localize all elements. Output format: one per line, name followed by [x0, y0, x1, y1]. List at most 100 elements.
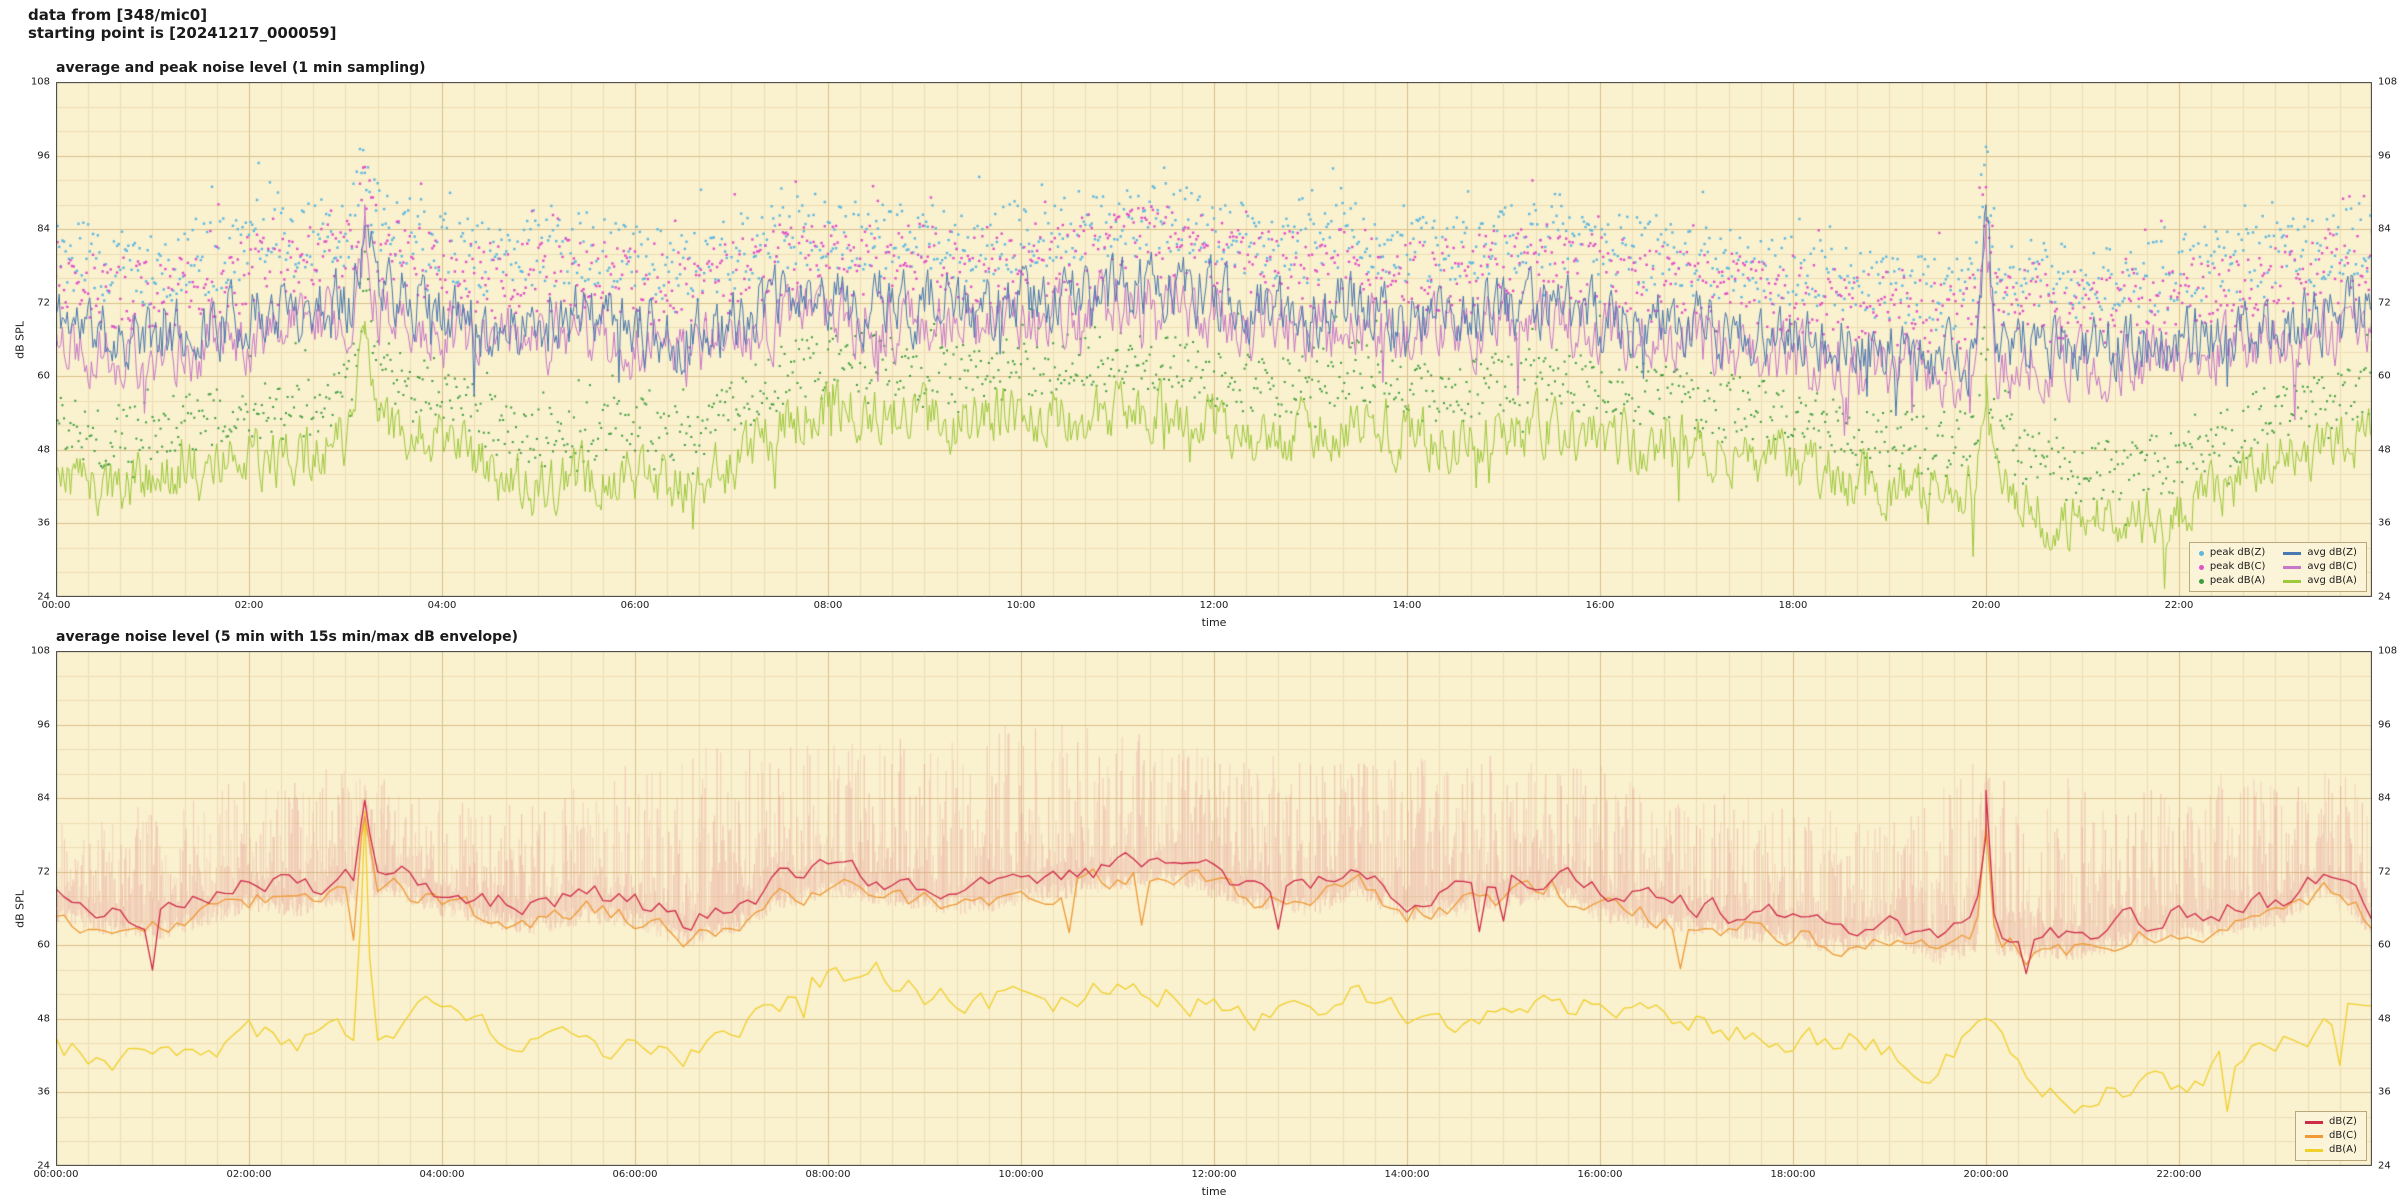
x-tick-label: 22:00: [2164, 600, 2194, 611]
legend-dot-swatch-icon: [2198, 578, 2204, 584]
legend-label: avg dB(A): [2307, 575, 2357, 586]
chart-top-title: average and peak noise level (1 min samp…: [56, 60, 426, 76]
y-tick-label-left: 108: [30, 645, 50, 657]
y-tick-label-left: 72: [37, 866, 50, 878]
legend-item: peak dB(Z): [2198, 547, 2266, 559]
x-tick-label: 14:00:00: [1384, 1169, 1430, 1180]
y-tick-label-left: 72: [37, 297, 50, 309]
chart-bottom-plot-area: dB SPL dB SPL 00:00:0002:00:0004:00:0006…: [14, 646, 2398, 1181]
y-tick-label-right: 60: [2378, 370, 2391, 382]
y-tick-label-left: 84: [37, 792, 50, 804]
chart-bottom-title: average noise level (5 min with 15s min/…: [56, 629, 519, 645]
legend-item: avg dB(Z): [2283, 547, 2357, 559]
legend-item: dB(Z): [2305, 1116, 2357, 1128]
legend-item: avg dB(C): [2283, 561, 2357, 573]
chart-bottom: average noise level (5 min with 15s min/…: [14, 629, 2398, 1200]
legend-line-swatch-icon: [2305, 1148, 2323, 1152]
y-tick-label-right: 72: [2378, 866, 2391, 878]
legend-label: dB(Z): [2329, 1116, 2357, 1127]
y-tick-label-right: 108: [2378, 76, 2398, 88]
y-tick-label-left: 48: [37, 444, 50, 456]
x-tick-label: 02:00: [234, 600, 264, 611]
x-tick-label: 16:00: [1585, 600, 1615, 611]
x-tick-label: 20:00:00: [1963, 1169, 2009, 1180]
x-tick-label: 08:00:00: [805, 1169, 851, 1180]
x-tick-label: 04:00: [427, 600, 457, 611]
legend: peak dB(Z) peak dB(C) peak dB(A) avg dB(Z) a…: [2188, 542, 2367, 592]
legend-line-swatch-icon: [2283, 551, 2302, 555]
y-tick-label-right: 48: [2378, 1013, 2391, 1025]
legend-item: dB(A): [2305, 1144, 2357, 1156]
legend-label: peak dB(C): [2209, 561, 2266, 572]
x-tick-label: 12:00: [1199, 600, 1229, 611]
legend-item: peak dB(C): [2198, 561, 2266, 573]
legend-line-swatch-icon: [2283, 579, 2302, 583]
x-tick-label: 06:00:00: [612, 1169, 658, 1180]
x-tick-label: 02:00:00: [226, 1169, 272, 1180]
y-tick-label-left: 24: [37, 1160, 50, 1172]
chart-top-x-axis-label: time: [1201, 616, 1227, 629]
legend-item: dB(C): [2305, 1130, 2357, 1142]
legend-dot-swatch-icon: [2198, 550, 2204, 556]
legend-label: peak dB(Z): [2209, 547, 2266, 558]
chart-top: average and peak noise level (1 min samp…: [14, 60, 2398, 640]
x-tick-label: 12:00:00: [1191, 1169, 1237, 1180]
legend-label: dB(C): [2329, 1130, 2357, 1141]
y-tick-label-left: 48: [37, 1013, 50, 1025]
x-tick-label: 04:00:00: [419, 1169, 465, 1180]
y-tick-label-right: 84: [2378, 223, 2391, 235]
y-tick-label-left: 108: [30, 76, 50, 88]
y-tick-label-right: 84: [2378, 792, 2391, 804]
y-tick-label-right: 24: [2378, 591, 2391, 603]
chart-bottom-x-axis-label: time: [1201, 1185, 1227, 1198]
y-tick-label-left: 60: [37, 370, 50, 382]
header-line-1: data from [348/mic0]: [28, 6, 208, 24]
y-tick-label-left: 60: [37, 939, 50, 951]
y-tick-label-left: 24: [37, 591, 50, 603]
chart-top-y-axis-label-left: dB SPL: [13, 320, 27, 359]
x-tick-label: 20:00: [1971, 600, 2001, 611]
x-tick-label: 16:00:00: [1577, 1169, 1623, 1180]
y-tick-label-right: 96: [2378, 719, 2391, 731]
legend-line-swatch-icon: [2305, 1120, 2323, 1124]
x-tick-label: 18:00:00: [1770, 1169, 1816, 1180]
chart-bottom-y-axis-label-left: dB SPL: [13, 889, 27, 928]
legend-item: avg dB(A): [2283, 575, 2357, 587]
x-tick-label: 00:00:00: [33, 1169, 79, 1180]
y-tick-label-right: 72: [2378, 297, 2391, 309]
x-tick-label: 10:00: [1006, 600, 1036, 611]
legend-label: avg dB(C): [2307, 561, 2357, 572]
y-tick-label-right: 60: [2378, 939, 2391, 951]
y-tick-label-left: 36: [37, 517, 50, 529]
x-tick-label: 10:00:00: [998, 1169, 1044, 1180]
chart-top-canvas: [56, 82, 2372, 597]
legend-dot-swatch-icon: [2198, 564, 2204, 570]
x-tick-label: 18:00: [1778, 600, 1808, 611]
x-tick-label: 14:00: [1392, 600, 1422, 611]
chart-top-plot-area: dB SPL dB SPL 00:0002:0004:0006:0008:001…: [14, 77, 2398, 612]
legend-line-swatch-icon: [2283, 565, 2302, 569]
header-line-2: starting point is [20241217_000059]: [28, 24, 337, 42]
legend-line-swatch-icon: [2305, 1134, 2323, 1138]
legend-label: dB(A): [2329, 1144, 2357, 1155]
y-tick-label-right: 48: [2378, 444, 2391, 456]
y-tick-label-left: 84: [37, 223, 50, 235]
y-tick-label-left: 96: [37, 719, 50, 731]
legend-label: peak dB(A): [2209, 575, 2266, 586]
y-tick-label-right: 108: [2378, 645, 2398, 657]
x-tick-label: 00:00: [41, 600, 71, 611]
legend: dB(Z) dB(C) dB(A): [2295, 1111, 2367, 1161]
legend-item: peak dB(A): [2198, 575, 2266, 587]
chart-bottom-canvas: [56, 651, 2372, 1166]
x-tick-label: 22:00:00: [2156, 1169, 2202, 1180]
x-tick-label: 06:00: [620, 600, 650, 611]
y-tick-label-left: 36: [37, 1086, 50, 1098]
legend-label: avg dB(Z): [2307, 547, 2357, 558]
y-tick-label-right: 36: [2378, 1086, 2391, 1098]
x-tick-label: 08:00: [813, 600, 843, 611]
y-tick-label-left: 96: [37, 150, 50, 162]
y-tick-label-right: 24: [2378, 1160, 2391, 1172]
y-tick-label-right: 96: [2378, 150, 2391, 162]
y-tick-label-right: 36: [2378, 517, 2391, 529]
